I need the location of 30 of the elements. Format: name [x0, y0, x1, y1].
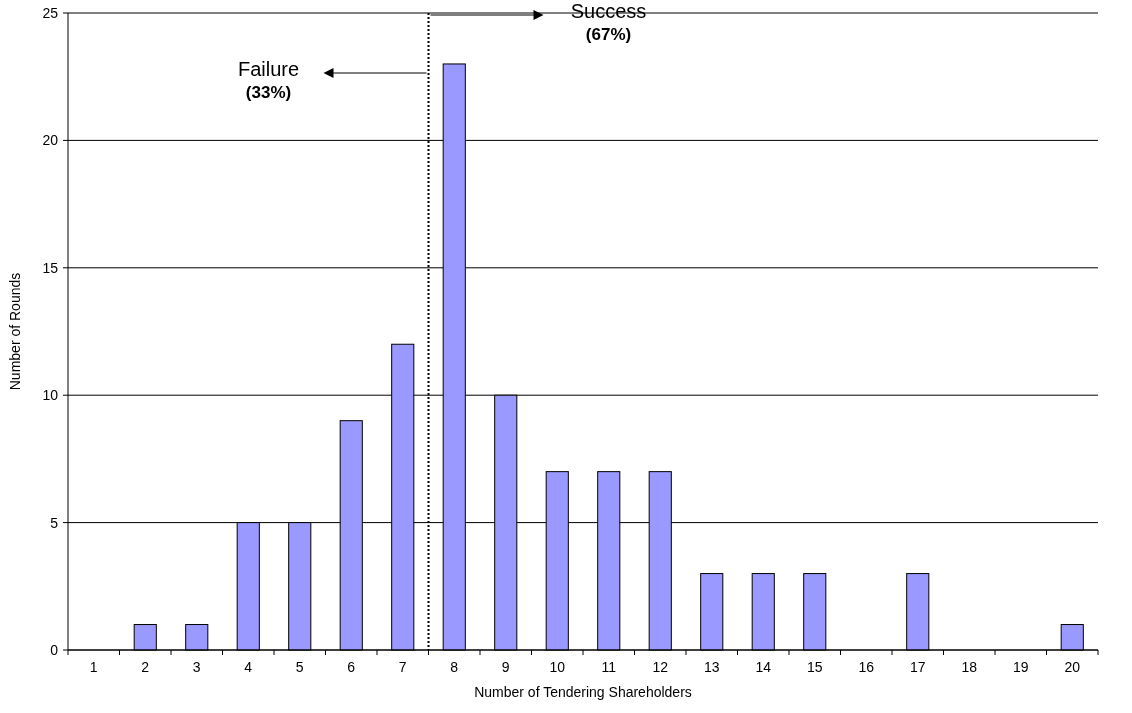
annotation: Failure (33%): [237, 58, 300, 102]
x-tick-label: 13: [703, 659, 720, 675]
x-tick-label: 6: [347, 659, 356, 675]
x-tick-label: 10: [549, 659, 566, 675]
x-tick-label: 20: [1064, 659, 1081, 675]
x-tick-label: 18: [961, 659, 978, 675]
y-tick-label: 15: [42, 259, 59, 276]
y-tick-label: 25: [42, 4, 59, 21]
x-tick-label: 5: [295, 659, 304, 675]
x-tick-label: 4: [244, 659, 253, 675]
x-tick-label: 16: [858, 659, 875, 675]
x-tick-label: 8: [450, 659, 459, 675]
annotation: Success (67%): [570, 0, 647, 44]
y-tick-label: 5: [50, 514, 59, 531]
x-tick-label: 15: [806, 659, 823, 675]
y-tick-label: 20: [42, 132, 59, 149]
x-tick-label: 3: [192, 659, 201, 675]
y-tick-label: 0: [50, 641, 59, 658]
x-tick-label: 1: [89, 659, 98, 675]
x-tick-label: 2: [141, 659, 150, 675]
y-tick-label: 10: [42, 387, 59, 404]
x-tick-label: 9: [501, 659, 510, 675]
y-axis-title: Number of Rounds: [7, 272, 23, 391]
x-tick-label: 11: [601, 659, 617, 675]
x-tick-label: 7: [398, 659, 407, 675]
x-axis-title: Number of Tendering Shareholders: [474, 684, 692, 700]
x-tick-label: 12: [652, 659, 669, 675]
x-tick-label: 17: [909, 659, 926, 675]
x-tick-label: 19: [1012, 659, 1029, 675]
x-tick-label: 14: [755, 659, 772, 675]
